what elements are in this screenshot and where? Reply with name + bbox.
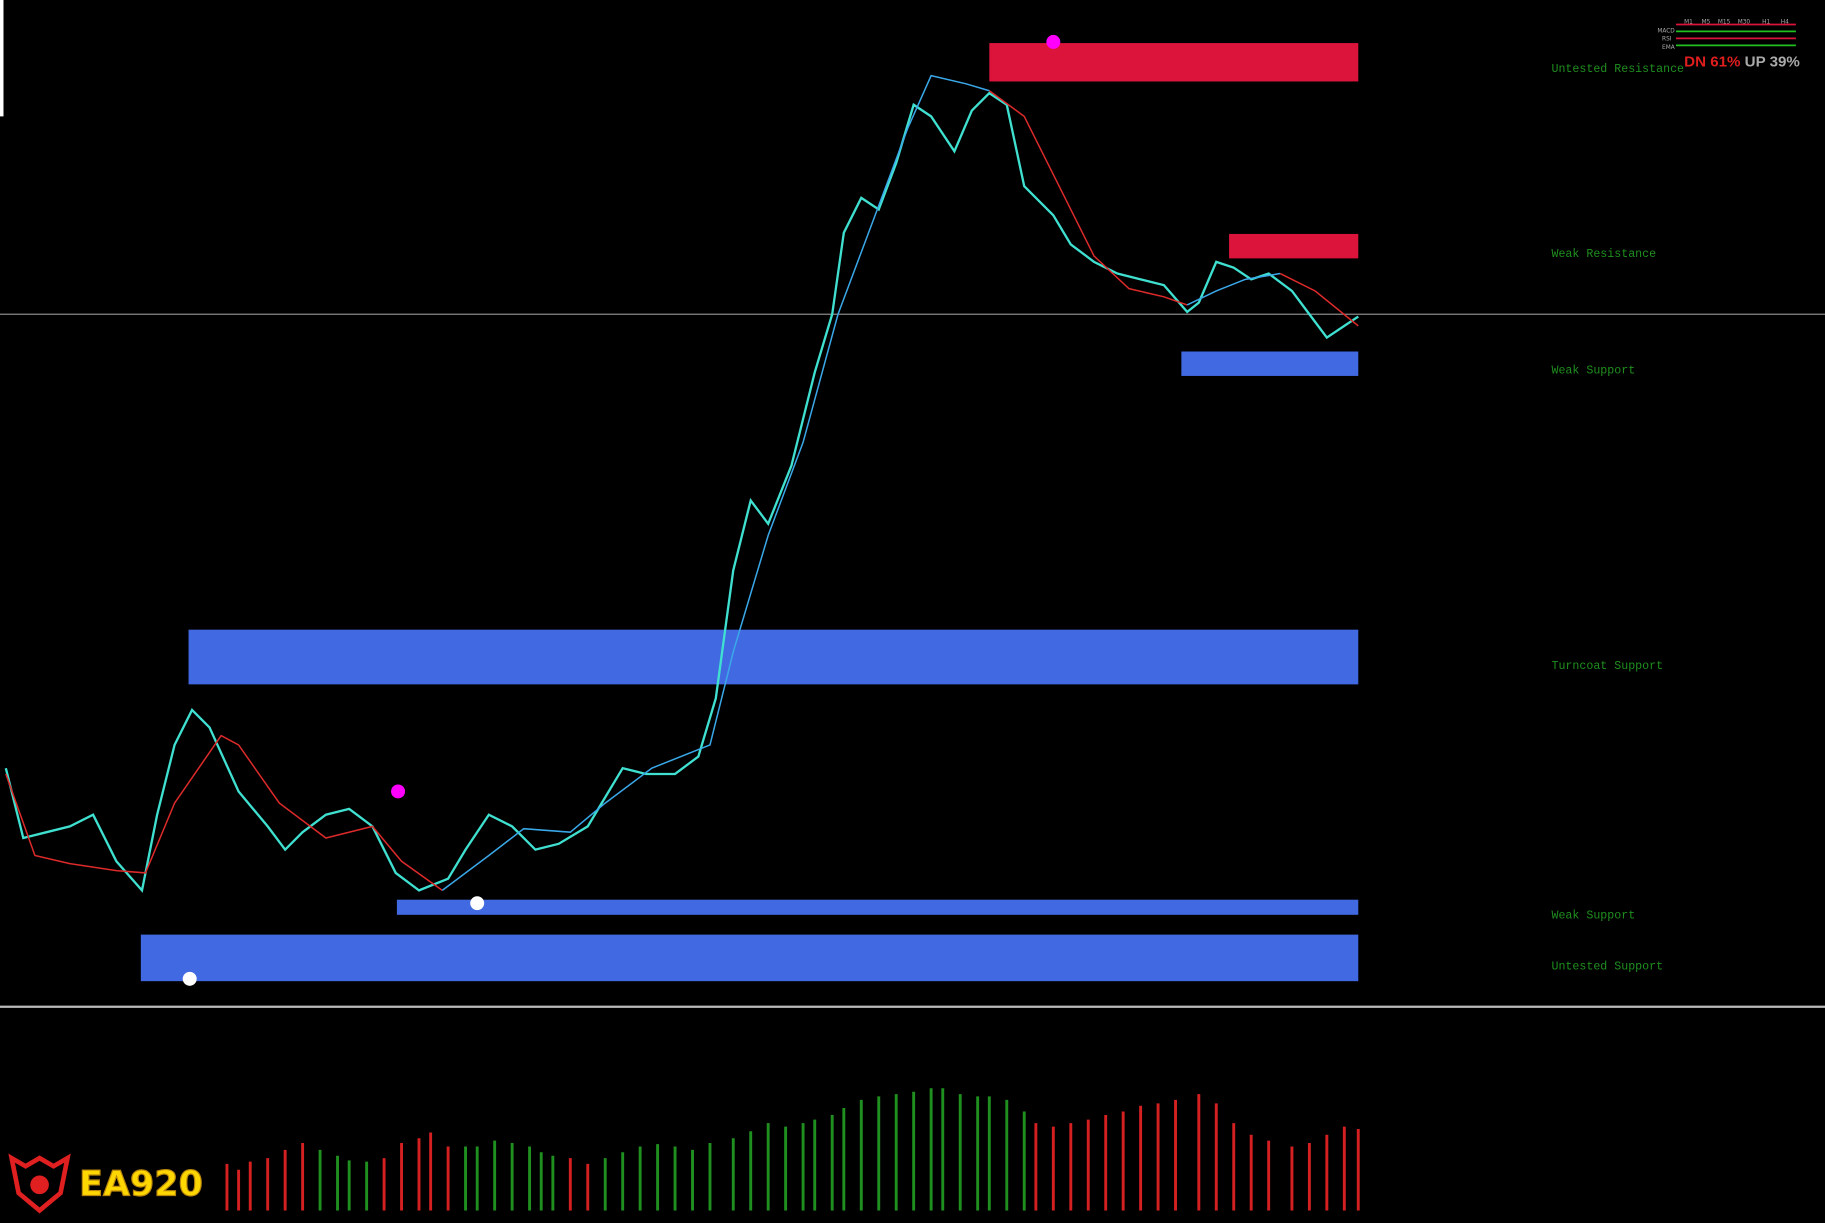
histogram-red xyxy=(225,1094,1360,1211)
signal-dot xyxy=(182,971,197,986)
support-zone xyxy=(1181,351,1359,376)
histogram-green xyxy=(318,1088,1026,1211)
timeframe: M1 xyxy=(1684,19,1693,25)
signal-dot xyxy=(470,896,485,911)
timeframe: M5 xyxy=(1702,19,1711,25)
timeframe: M30 xyxy=(1738,19,1751,25)
support-zone xyxy=(140,934,1359,982)
moving-average xyxy=(1186,272,1281,306)
timeframe: M15 xyxy=(1718,19,1731,25)
zone-label: Weak Support xyxy=(1551,909,1635,922)
zone-label: Untested Resistance xyxy=(1551,63,1684,76)
zone-label: Turncoat Support xyxy=(1551,660,1663,673)
zone-label: Weak Support xyxy=(1551,365,1635,378)
moving-average xyxy=(1279,272,1359,327)
panel-line xyxy=(8,1153,71,1214)
timeframe: H4 xyxy=(1781,19,1789,25)
logo-text: EA920 xyxy=(79,1164,203,1204)
support-zone xyxy=(188,629,1359,685)
indicator: RSI xyxy=(1662,37,1672,43)
bias-down: DN 61% xyxy=(1684,53,1741,70)
signal-panel: M1 M5 M15 M30 H1 H4 MACD RSI EMA DN 61% … xyxy=(1657,19,1800,70)
zone-label: Weak Resistance xyxy=(1551,248,1656,261)
indicator: MACD xyxy=(1657,29,1675,35)
moving-average xyxy=(988,90,1188,306)
edge-marker xyxy=(0,0,4,117)
resistance-zone xyxy=(1229,233,1359,259)
zone-label: Untested Support xyxy=(1551,961,1663,974)
timeframe: H1 xyxy=(1762,19,1770,25)
moving-average xyxy=(5,734,443,891)
indicator: EMA xyxy=(1662,45,1675,51)
signal-dot xyxy=(1046,34,1061,49)
resistance-zone xyxy=(989,43,1359,82)
signal-dot xyxy=(391,784,406,799)
panel-line xyxy=(30,1175,49,1195)
logo: EA920 xyxy=(8,1153,203,1214)
price-trace xyxy=(4,91,1359,893)
moving-average xyxy=(441,74,990,891)
bias-up: UP 39% xyxy=(1745,53,1801,70)
support-zone xyxy=(396,899,1359,915)
